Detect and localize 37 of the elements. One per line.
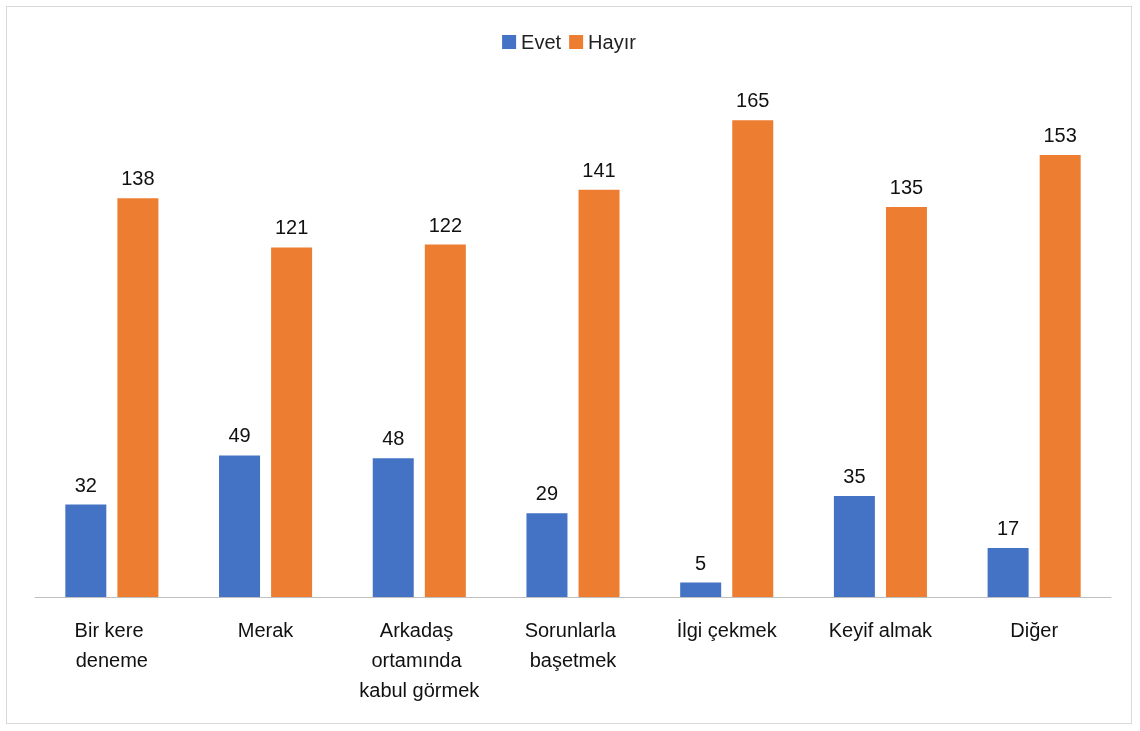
x-tick-label: İlgi çekmek	[676, 619, 778, 641]
bar	[271, 247, 313, 597]
data-label: 35	[843, 464, 866, 487]
bar	[65, 504, 107, 597]
data-label: 5	[695, 551, 707, 574]
bar	[833, 495, 875, 597]
x-tick-label: Sorunlarla başetmek	[524, 619, 622, 671]
data-label: 165	[736, 89, 770, 112]
bar	[1039, 155, 1081, 597]
data-label: 135	[889, 176, 924, 198]
data-label: 122	[428, 213, 463, 236]
bar	[117, 198, 159, 597]
bar	[732, 120, 774, 597]
x-tick-label: Merak	[237, 619, 295, 641]
data-label: 32	[74, 473, 97, 496]
bar	[424, 244, 466, 597]
x-tick-label: Keyif almak	[828, 619, 934, 641]
x-tick-label: Arkadaş ortamında kabul görmek	[359, 619, 481, 701]
data-label: 138	[121, 167, 155, 190]
data-label: 17	[996, 516, 1020, 539]
data-label: 141	[582, 158, 616, 181]
bar	[372, 458, 414, 597]
data-label: 49	[228, 424, 251, 447]
bar	[680, 582, 722, 597]
legend-label: Evet	[521, 31, 562, 53]
bar	[526, 513, 568, 597]
bar	[219, 455, 261, 597]
x-tick-label: Diğer	[1010, 619, 1059, 641]
bar	[885, 207, 927, 597]
bar	[578, 189, 620, 597]
data-label: 29	[535, 482, 559, 505]
data-label: 121	[274, 216, 309, 239]
x-tick-label: Bir kere deneme	[74, 619, 150, 671]
legend-label: Hayır	[588, 31, 637, 53]
data-label: 153	[1043, 124, 1077, 146]
data-label: 48	[382, 427, 405, 450]
bar	[987, 547, 1029, 597]
